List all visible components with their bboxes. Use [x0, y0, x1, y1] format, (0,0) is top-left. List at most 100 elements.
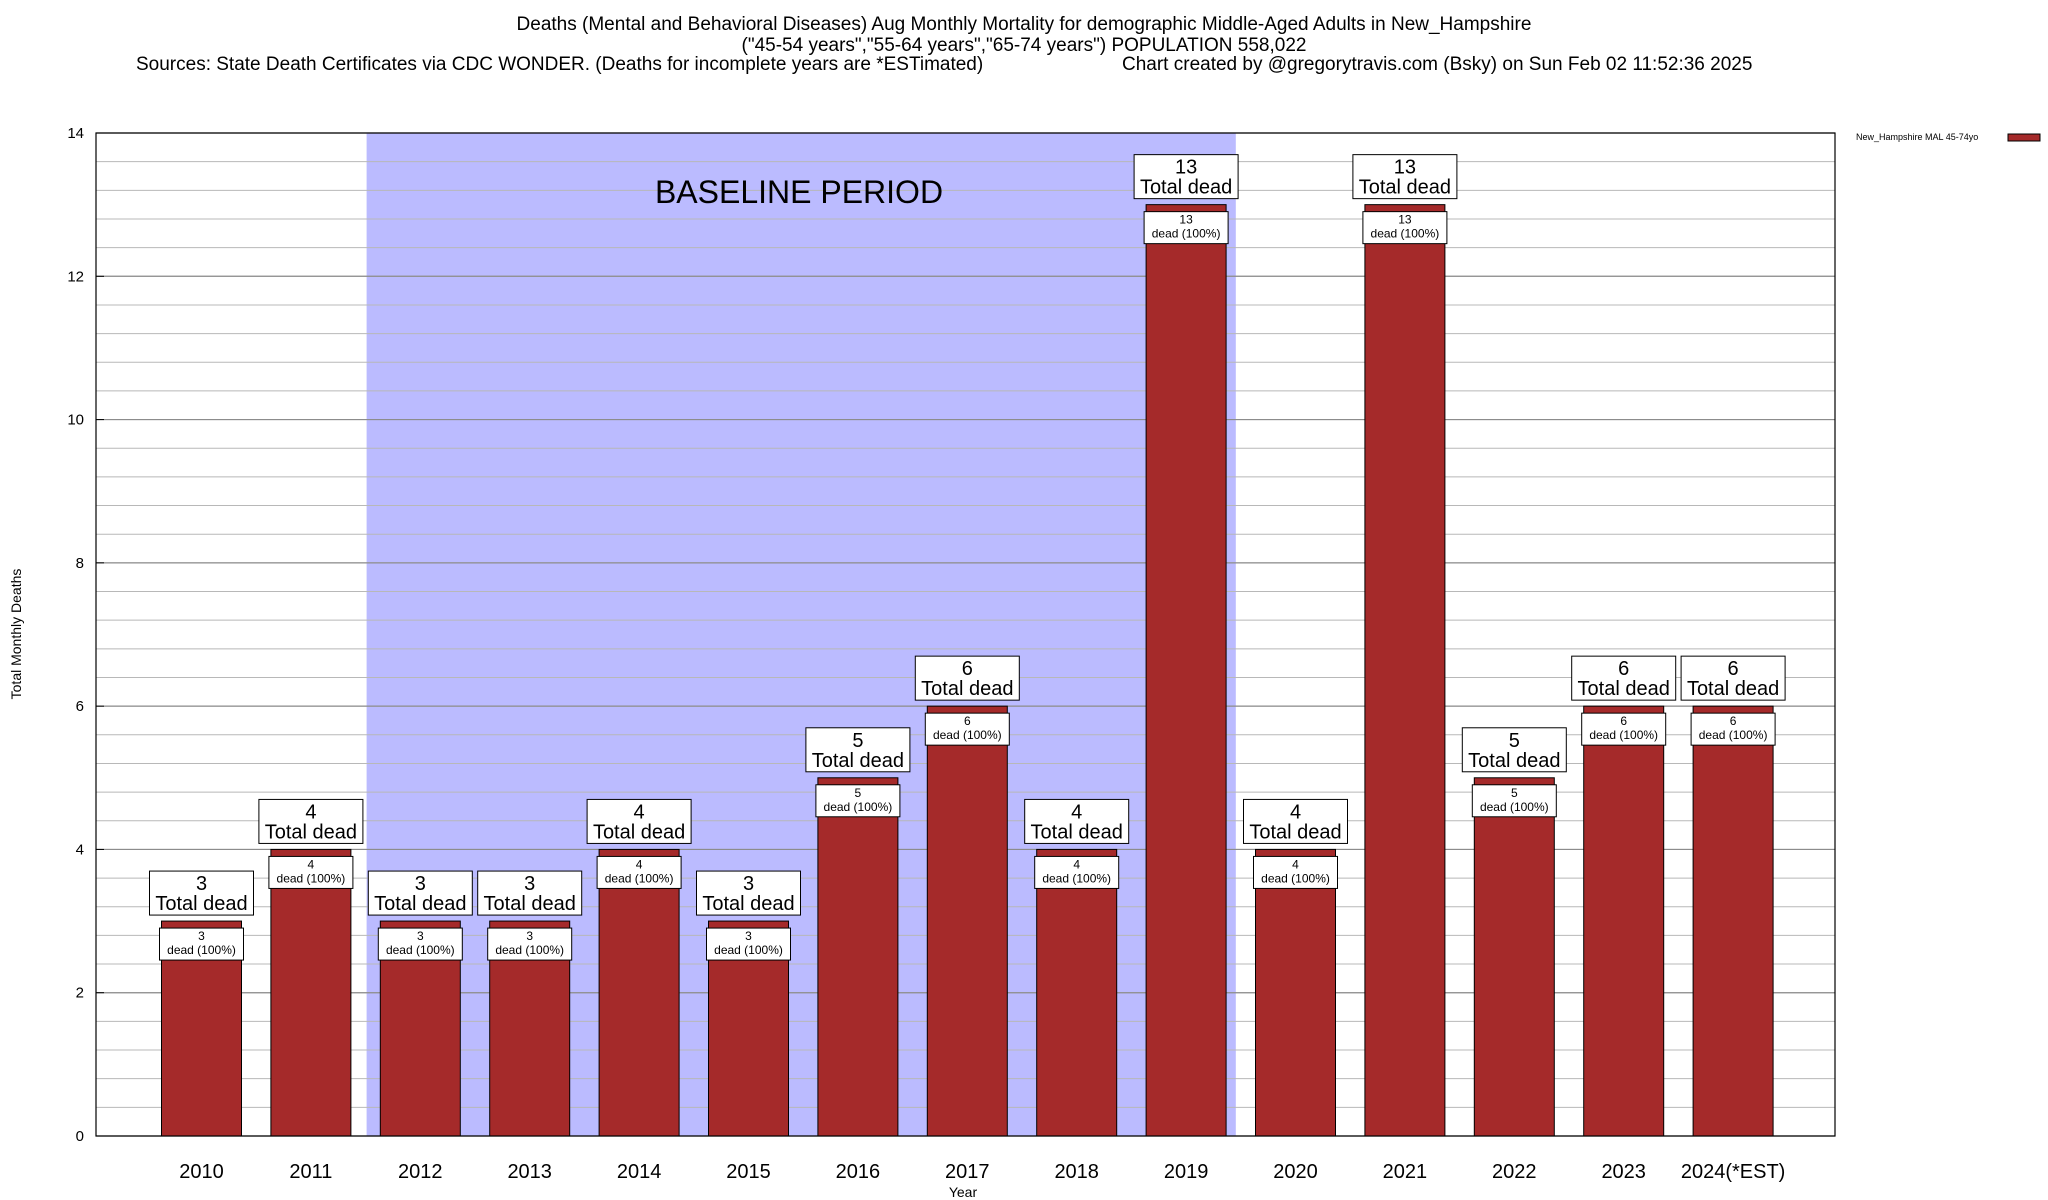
bar-inner-value-label: 4 — [1073, 857, 1080, 871]
bar-inner-value-label: 4 — [308, 857, 315, 871]
bar-total-value-label: 4 — [634, 801, 645, 823]
x-tick-label: 2018 — [1054, 1161, 1099, 1183]
bar-inner-percent-label: dead (100%) — [1589, 728, 1658, 742]
bar — [598, 848, 680, 1137]
bar-inner-value-label: 4 — [1292, 857, 1299, 871]
bar-total-label-box — [367, 870, 473, 916]
bar — [1145, 204, 1227, 1137]
bar-total-text-label: Total dead — [1468, 750, 1560, 772]
bar-total-text-label: Total dead — [1140, 177, 1232, 199]
x-tick-label: 2019 — [1164, 1161, 1209, 1183]
bar-total-text-label: Total dead — [1578, 678, 1670, 700]
x-tick-label: 2011 — [289, 1161, 332, 1183]
chart-credit-note: Chart created by @gregorytravis.com (Bsk… — [1122, 54, 1753, 75]
bar-inner-label-box — [924, 712, 1010, 746]
bar-inner-percent-label: dead (100%) — [605, 871, 674, 885]
x-tick-label: 2022 — [1492, 1161, 1537, 1183]
bar-total-label-box — [1461, 727, 1567, 773]
axes: 0 2 4 6 8 10 12 14 2010 2011 2012 2013 2014 2015 2016 2… — [67, 125, 1785, 1183]
bar-inner-percent-label: dead (100%) — [277, 871, 346, 885]
bar — [1473, 777, 1555, 1137]
x-tick-label: 2015 — [726, 1161, 771, 1183]
bar-total-text-label: Total dead — [1249, 821, 1341, 843]
bar-inner-label-box — [1581, 712, 1667, 746]
y-tick-label: 0 — [76, 1128, 84, 1145]
bar-inner-percent-label: dead (100%) — [1152, 227, 1221, 241]
x-tick-label: 2013 — [507, 1161, 552, 1183]
bar-total-value-label: 3 — [196, 873, 207, 895]
bar-inner-value-label: 13 — [1398, 213, 1412, 227]
bar-total-label-box — [477, 870, 583, 916]
bar-total-text-label: Total dead — [374, 893, 466, 915]
bar-total-value-label: 5 — [852, 730, 863, 752]
bar-total-label-box — [1571, 655, 1677, 701]
x-tick-label: 2016 — [836, 1161, 881, 1183]
baseline-period-label: BASELINE PERIOD — [655, 174, 943, 210]
bar-inner-percent-label: dead (100%) — [1699, 728, 1768, 742]
chart-title-line-2: ("45-54 years","55-64 years","65-74 year… — [741, 35, 1307, 56]
bar-inner-label-box — [159, 927, 244, 961]
bar-total-label-box — [1243, 798, 1348, 844]
bar-total-text-label: Total dead — [593, 821, 685, 843]
bar-total-text-label: Total dead — [155, 893, 247, 915]
bar-total-label-box — [1680, 655, 1786, 701]
bar-inner-label-box — [268, 855, 354, 889]
bar-inner-percent-label: dead (100%) — [824, 800, 893, 814]
x-axis-title: Year — [949, 1184, 978, 1200]
bar-total-text-label: Total dead — [1031, 821, 1123, 843]
bar-inner-percent-label: dead (100%) — [714, 943, 783, 957]
y-tick-label: 4 — [76, 841, 84, 858]
bar-total-label-box — [696, 870, 801, 916]
bar-total-label-box — [805, 727, 911, 773]
legend: New_Hampshire MAL 45-74yo — [1856, 132, 2041, 142]
y-tick-label: 14 — [67, 125, 84, 142]
bar-total-value-label: 4 — [305, 801, 316, 823]
bar-total-label-box — [1024, 798, 1130, 844]
bar-inner-label-box — [1253, 855, 1338, 889]
bar-inner-percent-label: dead (100%) — [933, 728, 1002, 742]
bar — [817, 777, 899, 1137]
bar-total-value-label: 3 — [743, 873, 754, 895]
bar-inner-value-label: 6 — [1730, 714, 1737, 728]
bar-inner-label-box — [1471, 784, 1557, 818]
bar-inner-value-label: 6 — [1620, 714, 1627, 728]
bar-inner-percent-label: dead (100%) — [495, 943, 564, 957]
bar-total-label-box — [149, 870, 254, 916]
bar-inner-value-label: 3 — [417, 929, 424, 943]
bar-total-value-label: 3 — [415, 873, 426, 895]
bar — [270, 848, 352, 1137]
bar-inner-value-label: 5 — [855, 786, 862, 800]
bar-total-value-label: 5 — [1509, 730, 1520, 752]
x-tick-label: 2012 — [398, 1161, 443, 1183]
bar-inner-label-box — [487, 927, 573, 961]
x-tick-label: 2014 — [617, 1161, 662, 1183]
bar-total-value-label: 3 — [524, 873, 535, 895]
bar-inner-percent-label: dead (100%) — [1371, 227, 1440, 241]
chart-title: Deaths (Mental and Behavioral Diseases) … — [0, 14, 2048, 56]
bar — [1583, 705, 1665, 1137]
bar-total-label-box — [1352, 154, 1458, 200]
x-tick-label: 2017 — [945, 1161, 990, 1183]
bar-inner-label-box — [1690, 712, 1776, 746]
bar-inner-value-label: 3 — [745, 929, 752, 943]
bar-total-text-label: Total dead — [921, 678, 1013, 700]
y-tick-label: 6 — [76, 698, 84, 715]
bar-inner-value-label: 6 — [964, 714, 971, 728]
y-tick-label: 12 — [67, 268, 84, 285]
bar — [1692, 705, 1774, 1137]
bar-inner-label-box — [377, 927, 463, 961]
bar-total-text-label: Total dead — [1687, 678, 1779, 700]
bar-total-value-label: 4 — [1290, 801, 1301, 823]
bar-inner-value-label: 5 — [1511, 786, 1518, 800]
x-tick-label: 2021 — [1383, 1161, 1428, 1183]
bar-total-value-label: 4 — [1071, 801, 1082, 823]
bar-inner-percent-label: dead (100%) — [167, 943, 236, 957]
bar-total-value-label: 6 — [962, 658, 973, 680]
bar-inner-value-label: 4 — [636, 857, 643, 871]
bar — [1364, 204, 1446, 1137]
y-tick-label: 2 — [76, 985, 84, 1002]
bar-inner-value-label: 3 — [526, 929, 533, 943]
y-axis-title: Total Monthly Deaths — [8, 569, 24, 700]
chart-sources-note: Sources: State Death Certificates via CD… — [136, 54, 984, 75]
bar-inner-percent-label: dead (100%) — [1042, 871, 1111, 885]
